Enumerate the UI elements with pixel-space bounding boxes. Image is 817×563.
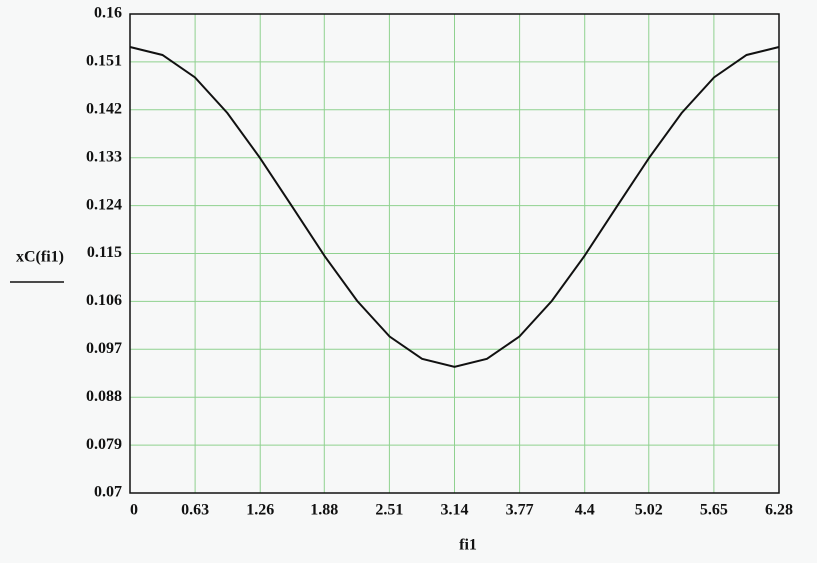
y-axis-label: xC(fi1) xyxy=(16,249,64,266)
x-tick-label: 1.88 xyxy=(310,502,338,519)
plot-frame xyxy=(129,13,780,494)
x-tick-label: 0.63 xyxy=(181,502,209,519)
x-tick-label: 5.65 xyxy=(700,502,728,519)
y-tick-label: 0.07 xyxy=(94,484,122,501)
y-tick-label: 0.142 xyxy=(86,100,122,117)
y-tick-label: 0.088 xyxy=(86,388,122,405)
x-axis-label: fi1 xyxy=(459,537,477,554)
y-tick-label: 0.115 xyxy=(87,244,122,261)
y-tick-label: 0.124 xyxy=(86,196,122,213)
y-tick-label: 0.097 xyxy=(86,340,122,357)
y-tick-label: 0.079 xyxy=(86,436,122,453)
y-tick-label: 0.133 xyxy=(86,148,122,165)
y-tick-label: 0.151 xyxy=(86,53,122,70)
x-tick-label: 3.14 xyxy=(441,502,469,519)
x-tick-label: 4.4 xyxy=(575,502,595,519)
x-tick-label: 5.02 xyxy=(635,502,663,519)
y-tick-label: 0.16 xyxy=(94,5,122,22)
x-tick-label: 2.51 xyxy=(375,502,403,519)
y-tick-label: 0.106 xyxy=(86,292,122,309)
x-tick-label: 1.26 xyxy=(246,502,274,519)
x-tick-label: 3.77 xyxy=(506,502,534,519)
x-tick-label: 6.28 xyxy=(765,502,793,519)
line xyxy=(129,46,780,368)
x-tick-label: 0 xyxy=(130,502,138,519)
